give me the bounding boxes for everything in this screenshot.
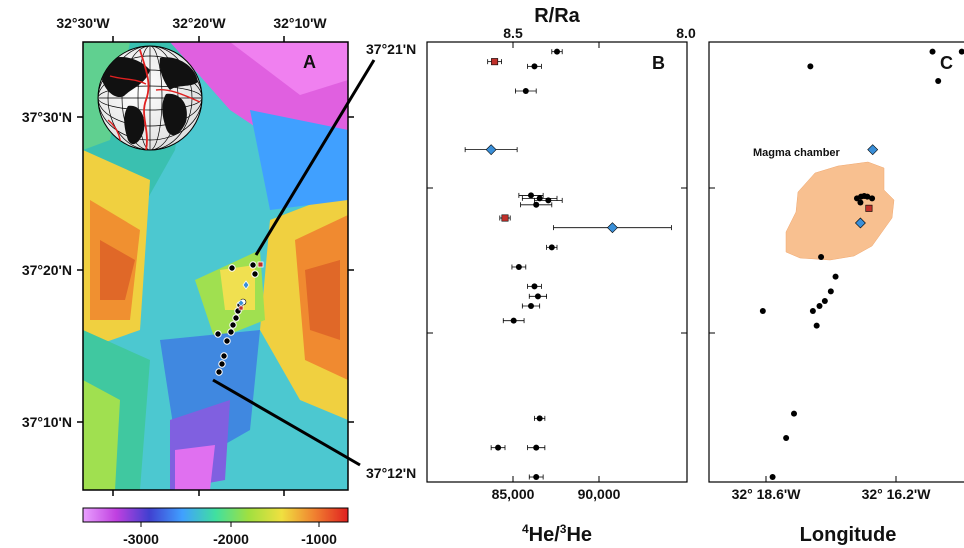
colorbar-ticks [140, 522, 320, 527]
data-point-circle [818, 254, 825, 261]
magma-chamber-shape [785, 161, 895, 261]
colorbar-tick-label: -3000 [123, 531, 159, 547]
bottom-tick-label: 90,000 [578, 486, 621, 502]
data-point-circle [813, 322, 820, 329]
data-point-circle [531, 283, 538, 290]
x-title-part: He/ [529, 524, 561, 546]
map-lon-ticks [112, 36, 285, 496]
data-point-circle [534, 293, 541, 300]
lat-tick-label: 37°10'N [22, 414, 72, 430]
x-title-sup: 3 [560, 522, 567, 536]
panel-c-x-title: Longitude [800, 524, 897, 546]
bathymetry-map [83, 42, 348, 490]
panel-b: B R/Ra 8.5 8.0 85,000 90,000 4He/3He [426, 5, 696, 546]
map-panel-label: A [303, 52, 316, 72]
lon-tick-label: 32°10'W [273, 15, 327, 31]
panel-b-frame [426, 41, 688, 483]
data-point-square [501, 214, 509, 222]
data-point-circle [832, 273, 839, 280]
data-point-square [865, 204, 873, 212]
lon-tick-label: 32°20'W [172, 15, 226, 31]
x-title-sup: 4 [522, 522, 529, 536]
bottom-tick-label: 32° 16.2'W [862, 486, 932, 502]
bottom-tick-label: 85,000 [492, 486, 535, 502]
panel-c-ticks [709, 187, 897, 482]
data-point-circle [533, 474, 540, 481]
data-point-circle [528, 192, 534, 199]
lat-tick-label: 37°20'N [22, 262, 72, 278]
data-point-circle [769, 474, 776, 481]
magma-chamber-label: Magma chamber [753, 147, 841, 159]
lat-tick-label: 37°30'N [22, 109, 72, 125]
panel-b-ticks [427, 42, 687, 482]
data-point-circle [531, 63, 538, 70]
top-tick-label: 8.5 [503, 25, 523, 41]
lon-tick-label: 32°30'W [56, 15, 110, 31]
data-point-circle [821, 298, 828, 305]
data-point-diamond [855, 217, 866, 229]
map-frame [82, 41, 349, 491]
data-point-diamond [867, 144, 879, 156]
profile-end-label: 37°12'N [366, 465, 416, 481]
data-point-circle [515, 263, 522, 270]
data-point-circle [510, 317, 517, 324]
colorbar-tick-label: -1000 [301, 531, 337, 547]
colorbar-tick-label: -2000 [213, 531, 249, 547]
data-point-circle [827, 288, 834, 295]
data-point-diamond [485, 144, 497, 156]
data-point-circle [807, 63, 814, 70]
data-point-circle [935, 78, 942, 85]
profile-connector-bottom [212, 378, 361, 467]
panel-c-data-marks [759, 48, 964, 481]
data-point-diamond [607, 222, 618, 234]
map-sample-sites [214, 261, 264, 376]
profile-connector-top [254, 59, 376, 256]
data-point-circle [536, 195, 543, 202]
bottom-tick-label: 32° 18.6'W [732, 486, 802, 502]
data-point-circle [864, 193, 871, 200]
data-point-circle [536, 415, 543, 422]
data-point-circle [522, 87, 529, 94]
data-point-circle [869, 195, 876, 202]
data-point-circle [554, 48, 560, 55]
data-point-circle [857, 199, 864, 206]
map-panel: A [22, 15, 354, 547]
panel-b-label: B [652, 53, 665, 73]
x-title-part: He [566, 524, 592, 546]
data-point-circle [528, 303, 534, 309]
data-point-circle [809, 307, 816, 314]
data-point-circle [791, 410, 797, 417]
data-point-square [491, 58, 499, 66]
top-tick-label: 8.0 [676, 25, 696, 41]
data-point-circle [545, 197, 552, 204]
panel-b-data-marks [464, 48, 672, 481]
panel-c-frame [708, 41, 964, 483]
data-point-circle [495, 444, 502, 451]
data-point-circle [533, 444, 540, 451]
map-lat-ticks [77, 116, 354, 423]
profile-start-label: 37°21'N [366, 41, 416, 57]
panel-b-x-title: 4He/3He [522, 522, 592, 546]
data-point-circle [958, 48, 964, 55]
data-point-circle [533, 201, 540, 208]
data-point-circle [816, 303, 823, 309]
colorbar [82, 507, 349, 523]
data-point-circle [759, 307, 766, 314]
data-point-circle [548, 244, 555, 251]
panel-c: C 32° 18.6'W 32° 16.2'W Longitude Magma … [708, 41, 964, 546]
data-point-circle [929, 48, 936, 55]
top-axis-title: R/Ra [534, 5, 580, 27]
data-point-circle [783, 435, 790, 441]
panel-c-label: C [940, 53, 953, 73]
globe-inset [97, 45, 203, 151]
